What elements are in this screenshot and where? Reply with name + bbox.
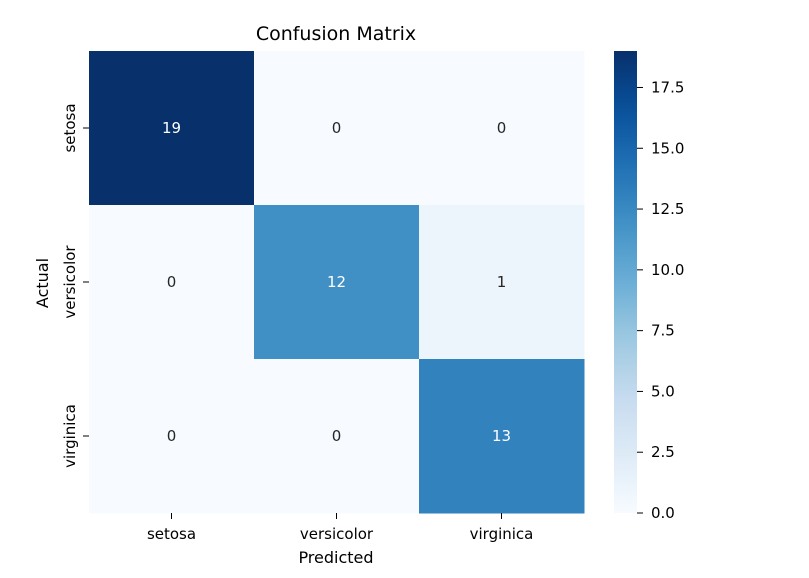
y-tick-label: versicolor: [61, 245, 79, 319]
heatmap-cell-labels: 19 0 0 0 12 1 0 0 13: [162, 119, 511, 445]
x-tick-label: setosa: [147, 525, 196, 543]
x-tick-label: virginica: [470, 525, 534, 543]
colorbar-tick-label: 0.0: [651, 504, 675, 522]
colorbar-ticks: 0.0 2.5 5.0 7.5 10.0 12.5 15.0 17.5: [637, 78, 684, 522]
colorbar-tick-label: 2.5: [651, 443, 675, 461]
cell-value-label: 13: [492, 427, 511, 445]
cell-value-label: 1: [497, 273, 507, 291]
y-axis-label: Actual: [33, 258, 52, 308]
cell-value-label: 12: [327, 273, 346, 291]
heatmap-cell: [254, 51, 420, 206]
colorbar-tick-label: 7.5: [651, 322, 675, 340]
heatmap-cell: [254, 205, 420, 360]
heatmap-cells: [89, 51, 585, 514]
cell-value-label: 0: [497, 119, 507, 137]
y-axis: setosa versicolor virginica: [61, 103, 89, 468]
colorbar: [614, 51, 637, 513]
heatmap-cell: [89, 205, 255, 360]
x-axis-label: Predicted: [298, 548, 373, 567]
x-tick-label: versicolor: [300, 525, 374, 543]
cell-value-label: 0: [332, 427, 342, 445]
colorbar-tick-label: 10.0: [651, 261, 684, 279]
cell-value-label: 19: [162, 119, 181, 137]
cell-value-label: 0: [332, 119, 342, 137]
cell-value-label: 0: [167, 427, 177, 445]
y-tick-label: virginica: [61, 404, 79, 468]
heatmap-cell: [89, 359, 255, 514]
y-tick-label: setosa: [61, 103, 79, 152]
colorbar-tick-label: 12.5: [651, 200, 684, 218]
colorbar-tick-label: 5.0: [651, 382, 675, 400]
heatmap-cell: [419, 51, 585, 206]
x-axis: setosa versicolor virginica: [147, 513, 533, 543]
chart-title: Confusion Matrix: [256, 23, 416, 45]
heatmap-cell: [89, 51, 255, 206]
cell-value-label: 0: [167, 273, 177, 291]
heatmap-cell: [254, 359, 420, 514]
heatmap-cell: [419, 205, 585, 360]
colorbar-tick-label: 15.0: [651, 139, 684, 157]
colorbar-tick-label: 17.5: [651, 78, 684, 96]
heatmap-cell: [419, 359, 585, 514]
